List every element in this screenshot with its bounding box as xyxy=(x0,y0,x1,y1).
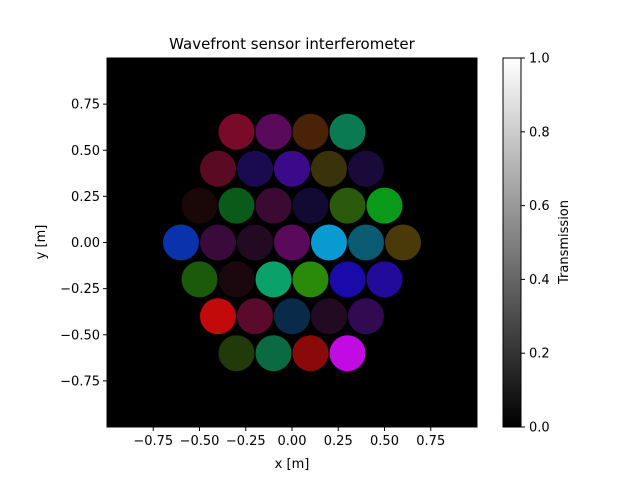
y-tick-label: −0.75 xyxy=(60,374,100,389)
colorbar-tick-label: 1.0 xyxy=(529,52,550,67)
subaperture-28 xyxy=(200,298,236,335)
colorbar-tick-label: 0.2 xyxy=(529,347,550,362)
colorbar-tick-label: 0.0 xyxy=(529,421,550,436)
subaperture-36 xyxy=(329,335,366,372)
subaperture-6 xyxy=(274,150,310,187)
y-tick-label: −0.25 xyxy=(60,282,100,297)
y-tick-label: 0.00 xyxy=(71,236,100,251)
x-tick-label: −0.50 xyxy=(180,434,220,449)
subaperture-12 xyxy=(292,187,329,224)
x-tick-label: 0.50 xyxy=(370,434,399,449)
x-tick-label: 0.75 xyxy=(416,434,445,449)
x-tick-label: 0.00 xyxy=(278,434,307,449)
subaperture-26 xyxy=(329,261,366,298)
y-tick-label: −0.50 xyxy=(60,328,100,343)
y-tick-label: 0.25 xyxy=(71,190,100,205)
subaperture-24 xyxy=(255,261,292,298)
subaperture-35 xyxy=(292,335,329,372)
x-tick-label: −0.75 xyxy=(133,434,173,449)
subaperture-32 xyxy=(348,298,384,335)
colorbar-axis: 0.0 0.2 0.4 0.6 0.8 1.0 xyxy=(521,52,550,436)
subaperture-21 xyxy=(385,224,421,261)
subaperture-22 xyxy=(181,261,218,298)
subaperture-7 xyxy=(311,150,347,187)
x-axis-label: x [m] xyxy=(275,457,310,472)
subaperture-10 xyxy=(218,187,255,224)
subaperture-29 xyxy=(237,298,273,335)
subaperture-19 xyxy=(311,224,347,261)
subaperture-16 xyxy=(200,224,236,261)
subaperture-31 xyxy=(311,298,347,335)
subaperture-13 xyxy=(329,187,366,224)
subaperture-20 xyxy=(348,224,384,261)
subaperture-18 xyxy=(274,224,310,261)
chart-title: Wavefront sensor interferometer xyxy=(169,35,416,53)
subaperture-25 xyxy=(292,261,329,298)
subaperture-30 xyxy=(274,298,310,335)
subaperture-2 xyxy=(292,113,329,150)
colorbar xyxy=(502,57,522,428)
subaperture-23 xyxy=(218,261,255,298)
subaperture-11 xyxy=(255,187,292,224)
subaperture-8 xyxy=(348,150,384,187)
x-tick-label: 0.25 xyxy=(324,434,353,449)
y-axis: −0.75 −0.50 −0.25 0.00 0.25 0.50 0.75 xyxy=(60,98,107,389)
colorbar-tick-label: 0.4 xyxy=(529,273,550,288)
subapertures-group xyxy=(163,113,421,372)
subaperture-0 xyxy=(218,113,255,150)
y-tick-label: 0.50 xyxy=(71,144,100,159)
subaperture-33 xyxy=(218,335,255,372)
x-tick-label: −0.25 xyxy=(226,434,266,449)
subaperture-14 xyxy=(366,187,403,224)
colorbar-tick-label: 0.8 xyxy=(529,125,550,140)
subaperture-3 xyxy=(329,113,366,150)
colorbar-tick-label: 0.6 xyxy=(529,199,550,214)
subaperture-34 xyxy=(255,335,292,372)
x-axis: −0.75 −0.50 −0.25 0.00 0.25 0.50 0.75 xyxy=(133,427,445,449)
subaperture-1 xyxy=(255,113,292,150)
y-axis-label: y [m] xyxy=(34,225,49,260)
subaperture-9 xyxy=(181,187,218,224)
colorbar-label: Transmission xyxy=(557,200,572,285)
y-tick-label: 0.75 xyxy=(71,98,100,113)
subaperture-27 xyxy=(366,261,403,298)
subaperture-5 xyxy=(237,150,273,187)
subaperture-17 xyxy=(237,224,273,261)
subaperture-15 xyxy=(163,224,199,261)
subaperture-4 xyxy=(200,150,236,187)
